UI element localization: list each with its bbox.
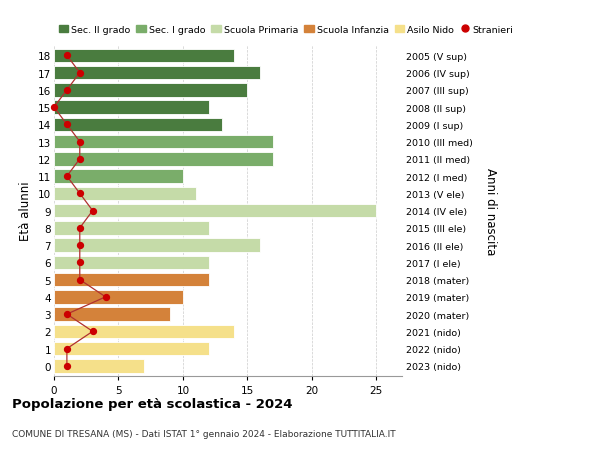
- Bar: [54, 204, 376, 218]
- Point: [75, 139, 85, 146]
- Point: [62, 52, 71, 60]
- Point: [75, 156, 85, 163]
- Text: Popolazione per età scolastica - 2024: Popolazione per età scolastica - 2024: [12, 397, 293, 410]
- Point: [75, 70, 85, 77]
- Bar: [54, 325, 235, 338]
- Point: [62, 87, 71, 95]
- Text: COMUNE DI TRESANA (MS) - Dati ISTAT 1° gennaio 2024 - Elaborazione TUTTITALIA.IT: COMUNE DI TRESANA (MS) - Dati ISTAT 1° g…: [12, 429, 395, 438]
- Bar: [54, 153, 273, 166]
- Bar: [54, 256, 209, 269]
- Y-axis label: Anni di nascita: Anni di nascita: [484, 168, 497, 255]
- Bar: [54, 187, 196, 201]
- Bar: [54, 135, 273, 149]
- Bar: [54, 359, 144, 373]
- Point: [75, 190, 85, 197]
- Point: [75, 242, 85, 249]
- Point: [75, 259, 85, 266]
- Bar: [54, 273, 209, 287]
- Point: [62, 363, 71, 370]
- Point: [88, 207, 97, 215]
- Bar: [54, 308, 170, 321]
- Bar: [54, 101, 209, 115]
- Point: [62, 121, 71, 129]
- Bar: [54, 67, 260, 80]
- Y-axis label: Età alunni: Età alunni: [19, 181, 32, 241]
- Point: [62, 173, 71, 180]
- Bar: [54, 118, 221, 132]
- Bar: [54, 291, 183, 304]
- Point: [49, 104, 59, 112]
- Bar: [54, 239, 260, 252]
- Point: [62, 345, 71, 353]
- Point: [75, 276, 85, 284]
- Point: [88, 328, 97, 335]
- Bar: [54, 222, 209, 235]
- Point: [101, 294, 110, 301]
- Bar: [54, 170, 183, 184]
- Point: [75, 225, 85, 232]
- Bar: [54, 342, 209, 356]
- Bar: [54, 50, 235, 63]
- Bar: [54, 84, 247, 97]
- Legend: Sec. II grado, Sec. I grado, Scuola Primaria, Scuola Infanzia, Asilo Nido, Stran: Sec. II grado, Sec. I grado, Scuola Prim…: [59, 26, 514, 34]
- Point: [62, 311, 71, 318]
